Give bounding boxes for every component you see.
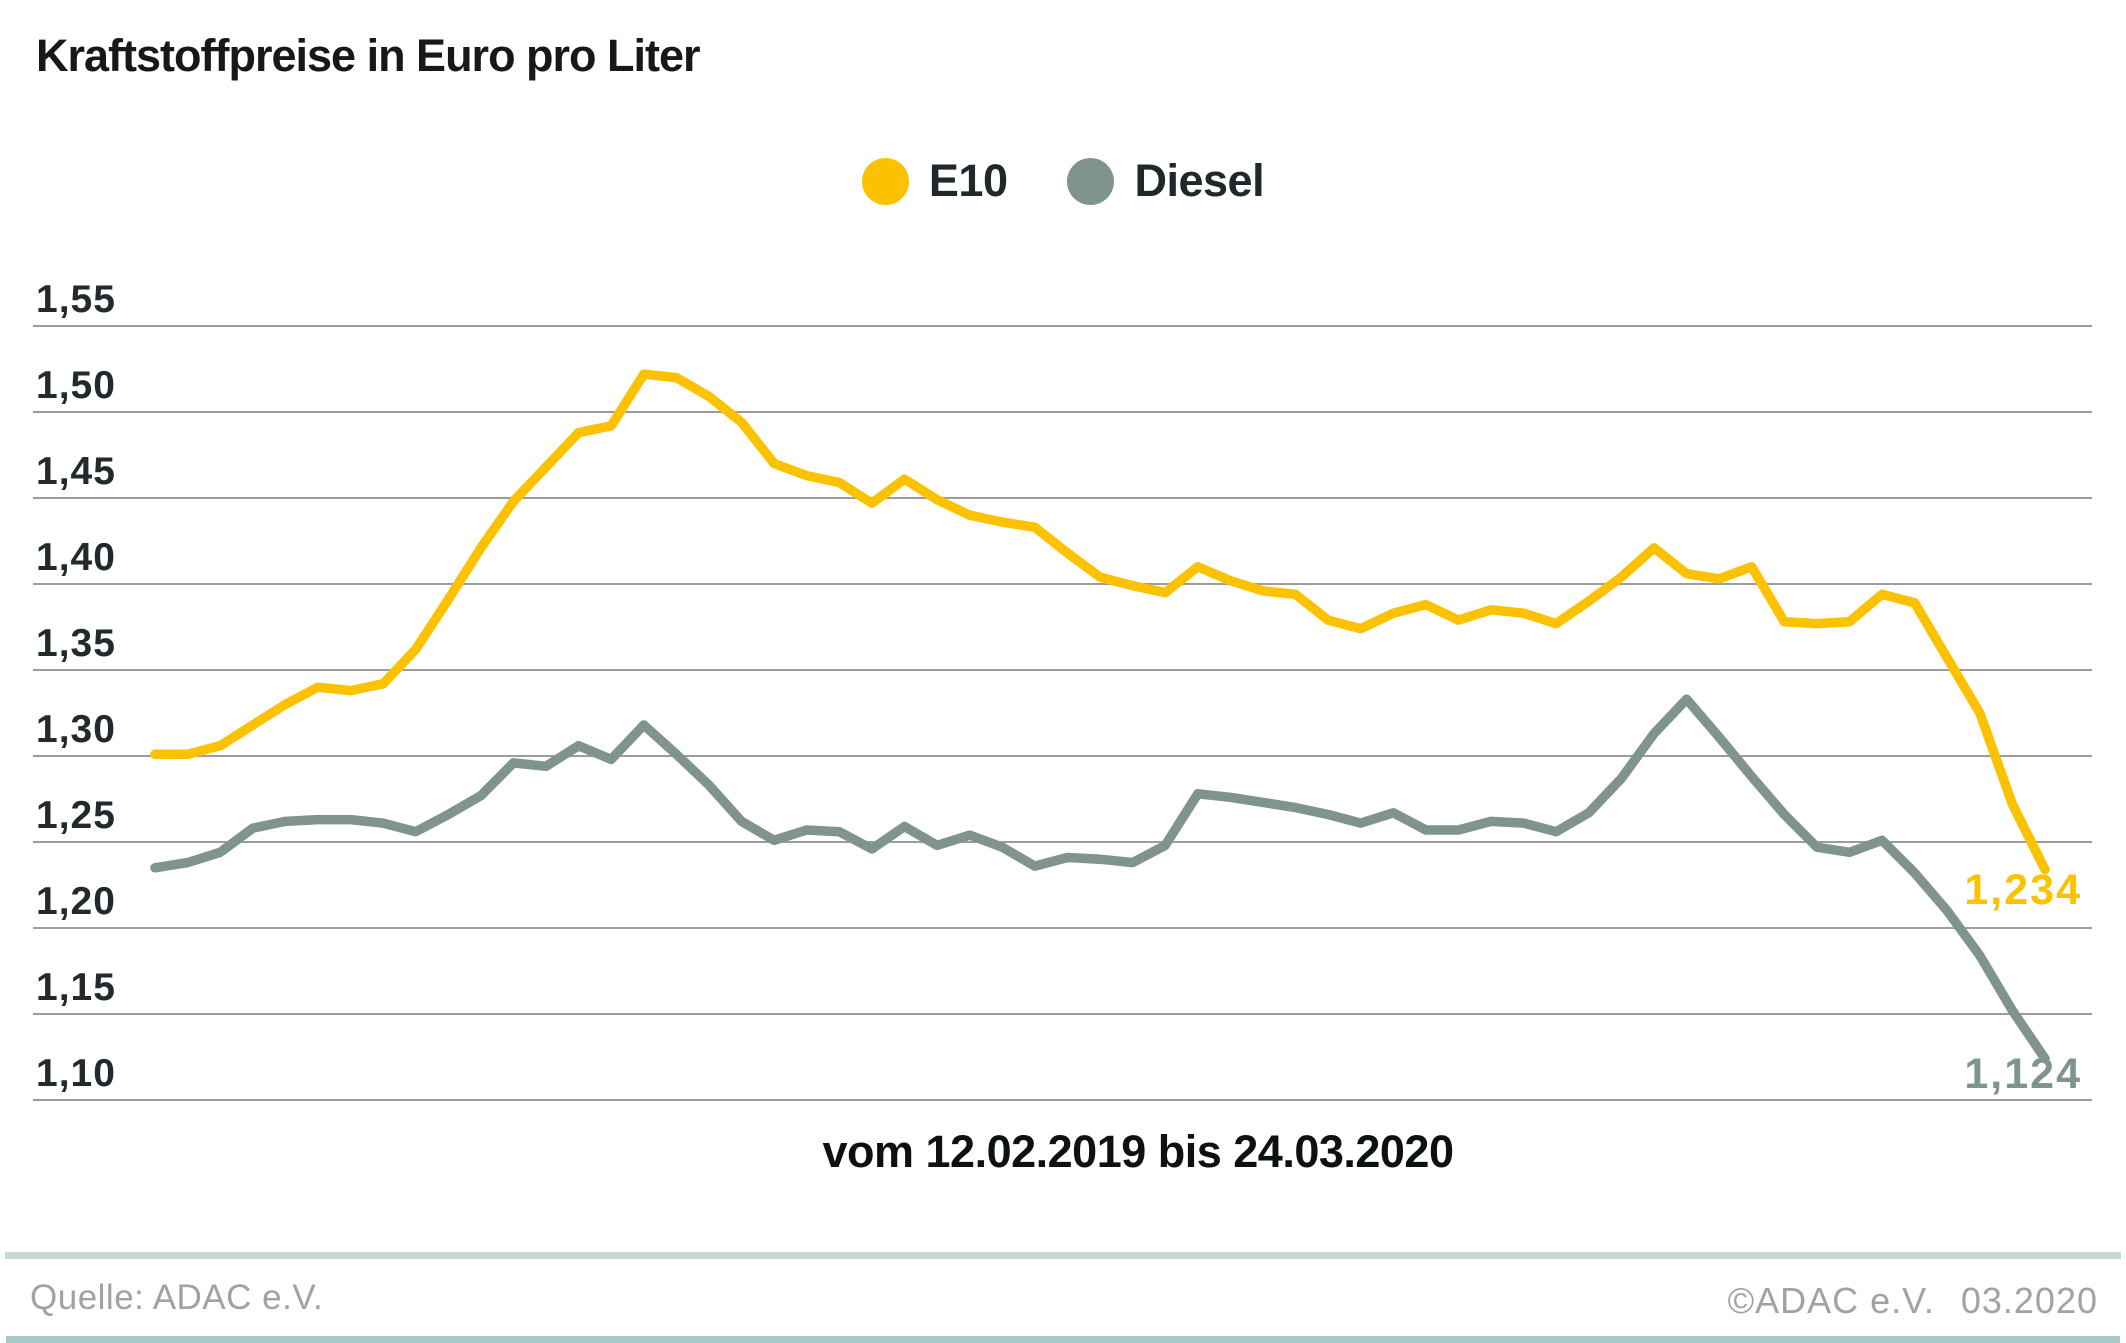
e10-end-value-label: 1,234 [1964, 866, 2082, 914]
diesel-line [150, 694, 2050, 1064]
legend: E10 Diesel [0, 155, 2126, 207]
source-text: Quelle: ADAC e.V. [30, 1278, 324, 1317]
diesel-color-dot-icon [1067, 157, 1115, 205]
legend-label-e10: E10 [928, 155, 1008, 206]
date-range-caption: vom 12.02.2019 bis 24.03.2020 [822, 1126, 1455, 1177]
y-tick-label: 1,55 [36, 278, 116, 321]
copyright-text: ©ADAC e.V. 03.2020 [1728, 1280, 2098, 1322]
y-tick-label: 1,45 [36, 450, 116, 493]
bottom-accent-bar [6, 1336, 2120, 1343]
y-tick-label: 1,20 [36, 880, 116, 923]
legend-item-e10: E10 [861, 155, 1008, 207]
y-tick-label: 1,25 [36, 794, 116, 837]
footer-divider [5, 1252, 2121, 1259]
y-tick-label: 1,40 [36, 536, 116, 579]
y-tick-label: 1,30 [36, 708, 116, 751]
chart-title: Kraftstoffpreise in Euro pro Liter [36, 30, 701, 81]
y-tick-label: 1,10 [36, 1052, 116, 1095]
legend-label-diesel: Diesel [1134, 155, 1265, 206]
y-tick-label: 1,35 [36, 622, 116, 665]
diesel-end-value-label: 1,124 [1964, 1050, 2082, 1098]
e10-line [150, 369, 2050, 875]
legend-item-diesel: Diesel [1067, 155, 1265, 207]
copyright-label: ©ADAC e.V. [1727, 1280, 1935, 1321]
copyright-date: 03.2020 [1960, 1280, 2098, 1321]
e10-color-dot-icon [861, 157, 909, 205]
y-tick-label: 1,50 [36, 364, 116, 407]
y-tick-label: 1,15 [36, 966, 116, 1009]
